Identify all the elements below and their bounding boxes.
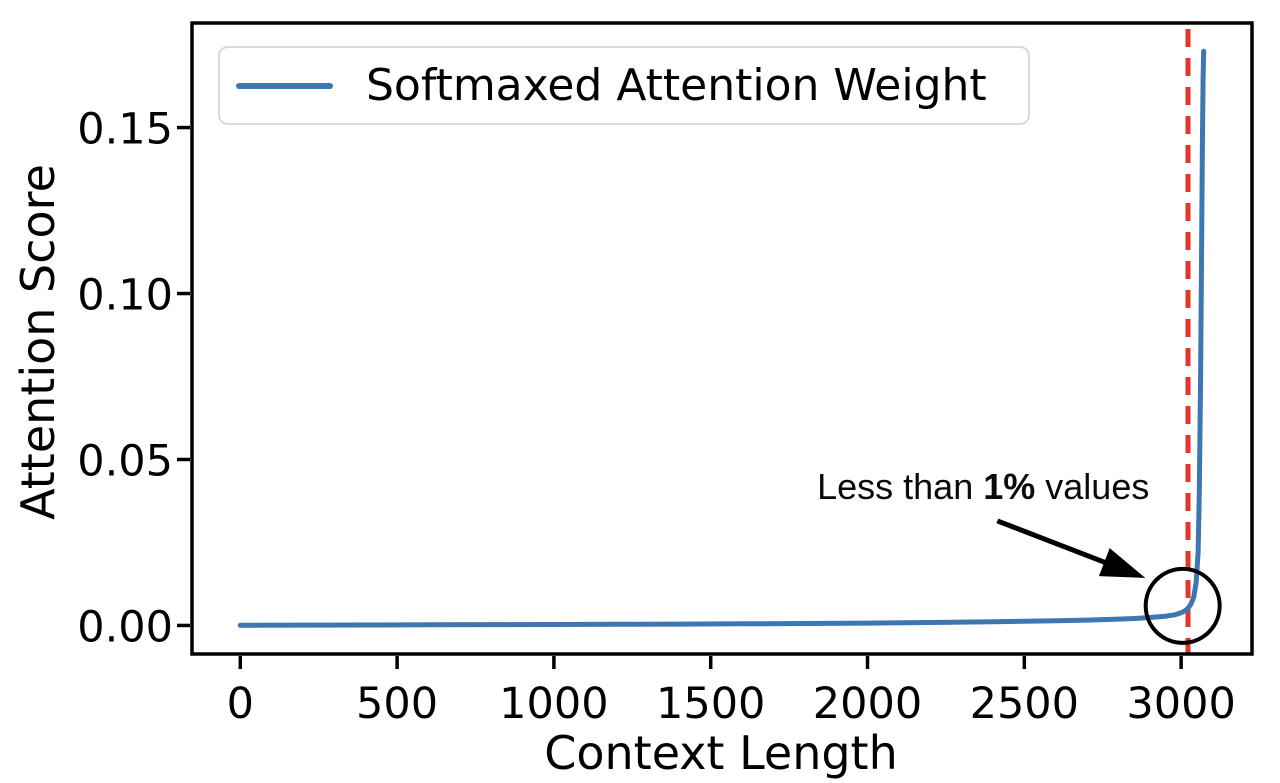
annotation-text-suffix: values: [1035, 466, 1150, 508]
x-tick-label: 1000: [499, 679, 608, 729]
y-tick-label: 0.10: [77, 271, 173, 321]
y-tick-label: 0.15: [77, 105, 173, 155]
legend-label: Softmaxed Attention Weight: [366, 60, 987, 111]
x-tick-label: 500: [356, 679, 438, 729]
legend-line-sample: [236, 82, 333, 89]
x-tick-label: 0: [227, 679, 254, 729]
annotation-text-prefix: Less than: [817, 466, 984, 508]
x-tick-label: 2000: [813, 679, 922, 729]
series-line-0: [237, 48, 1207, 628]
x-tick-label: 3000: [1126, 679, 1235, 729]
y-tick-label: 0.00: [77, 602, 173, 652]
annotation-arrow-head: [1098, 548, 1146, 578]
x-axis-label: Context Length: [544, 726, 898, 780]
plot-border: [190, 21, 1254, 656]
annotation-text-bold: 1%: [983, 466, 1036, 508]
annotation-text: Less than 1% values: [817, 466, 1149, 508]
y-tick-label: 0.05: [77, 436, 173, 486]
x-tick-label: 2500: [970, 679, 1079, 729]
legend-box: Softmaxed Attention Weight: [218, 46, 1030, 125]
annotation-arrow-line: [996, 518, 1111, 567]
x-tick-label: 1500: [656, 679, 765, 729]
y-axis-label: Attention Score: [11, 164, 65, 520]
highlight-circle: [1143, 566, 1222, 645]
